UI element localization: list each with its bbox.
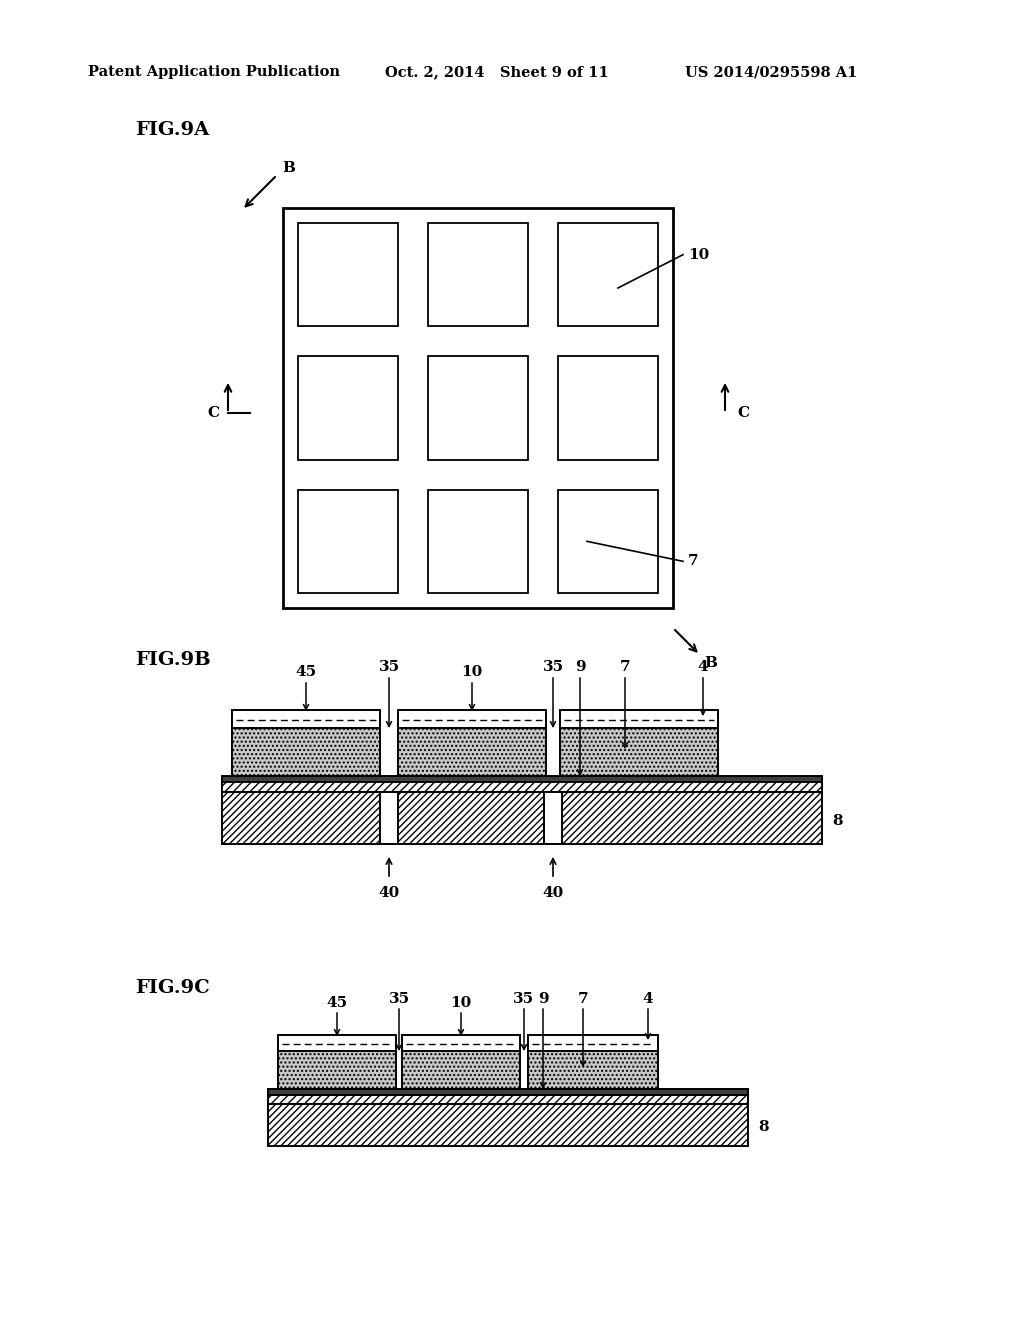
Text: FIG.9A: FIG.9A [135, 121, 209, 139]
Bar [558, 223, 658, 326]
Text: B: B [705, 656, 717, 671]
Text: 45: 45 [296, 665, 316, 678]
Bar [402, 1051, 520, 1089]
Text: 7: 7 [620, 660, 631, 675]
Bar [558, 356, 658, 459]
Text: 7: 7 [578, 993, 589, 1006]
Text: US 2014/0295598 A1: US 2014/0295598 A1 [685, 65, 857, 79]
Bar [298, 490, 398, 593]
Bar [402, 1035, 520, 1051]
Text: 40: 40 [543, 886, 563, 900]
Bar [398, 792, 544, 843]
Bar [398, 729, 546, 776]
Text: 10: 10 [451, 997, 472, 1010]
Text: 35: 35 [379, 660, 399, 675]
Text: B: B [282, 161, 295, 176]
Bar [560, 729, 718, 776]
Bar [278, 1051, 396, 1089]
Text: FIG.9B: FIG.9B [135, 651, 211, 669]
Text: 35: 35 [513, 993, 535, 1006]
Bar [222, 776, 822, 781]
Bar [398, 710, 546, 729]
Text: Patent Application Publication: Patent Application Publication [88, 65, 340, 79]
Text: 9: 9 [574, 660, 586, 675]
Bar [232, 710, 380, 729]
Bar [268, 1104, 748, 1146]
Bar [558, 490, 658, 593]
Bar [428, 223, 528, 326]
Text: 4: 4 [643, 993, 653, 1006]
Bar [298, 223, 398, 326]
Bar [283, 209, 673, 609]
Text: 40: 40 [379, 886, 399, 900]
Bar [268, 1096, 748, 1104]
Bar [268, 1089, 748, 1096]
Bar [528, 1051, 658, 1089]
Text: 35: 35 [543, 660, 563, 675]
Text: FIG.9C: FIG.9C [135, 979, 210, 997]
Text: 8: 8 [758, 1121, 769, 1134]
Text: 45: 45 [327, 997, 347, 1010]
Text: C: C [207, 407, 219, 420]
Bar [428, 356, 528, 459]
Text: 7: 7 [688, 554, 698, 569]
Bar [544, 792, 562, 843]
Bar [562, 792, 822, 843]
Text: 4: 4 [697, 660, 709, 675]
Bar [528, 1035, 658, 1051]
Text: C: C [737, 407, 750, 420]
Bar [222, 781, 822, 792]
Text: 35: 35 [388, 993, 410, 1006]
Bar [298, 356, 398, 459]
Bar [278, 1035, 396, 1051]
Text: 10: 10 [462, 665, 482, 678]
Text: 9: 9 [538, 993, 548, 1006]
Text: 10: 10 [688, 248, 710, 261]
Text: 8: 8 [831, 813, 843, 828]
Bar [222, 792, 380, 843]
Bar [232, 729, 380, 776]
Bar [428, 490, 528, 593]
Bar [560, 710, 718, 729]
Text: Oct. 2, 2014   Sheet 9 of 11: Oct. 2, 2014 Sheet 9 of 11 [385, 65, 608, 79]
Bar [380, 792, 398, 843]
